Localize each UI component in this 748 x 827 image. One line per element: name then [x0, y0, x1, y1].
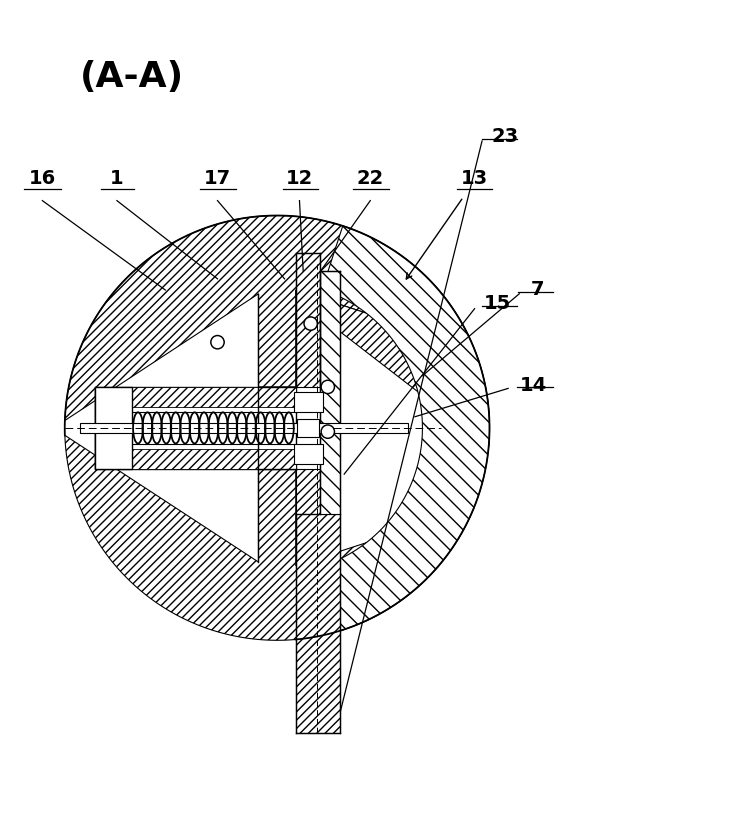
- Polygon shape: [65, 436, 474, 641]
- Text: 14: 14: [519, 375, 547, 394]
- Text: 1: 1: [110, 169, 123, 188]
- Circle shape: [305, 319, 316, 329]
- Circle shape: [212, 337, 223, 348]
- Polygon shape: [295, 253, 320, 387]
- Polygon shape: [132, 449, 295, 470]
- Polygon shape: [294, 445, 323, 464]
- Polygon shape: [295, 470, 340, 734]
- Circle shape: [211, 336, 224, 350]
- Polygon shape: [307, 227, 489, 636]
- Polygon shape: [94, 387, 132, 470]
- Text: 7: 7: [530, 280, 544, 299]
- Text: 15: 15: [484, 294, 512, 313]
- Text: 23: 23: [491, 127, 519, 146]
- Text: 17: 17: [204, 169, 231, 188]
- Circle shape: [322, 427, 333, 437]
- Circle shape: [321, 380, 334, 394]
- Polygon shape: [79, 423, 408, 433]
- Circle shape: [321, 425, 334, 439]
- Text: 16: 16: [28, 169, 56, 188]
- Polygon shape: [94, 387, 295, 470]
- Polygon shape: [65, 216, 474, 421]
- Polygon shape: [320, 272, 340, 514]
- Text: 22: 22: [357, 169, 384, 188]
- Polygon shape: [295, 290, 489, 447]
- Polygon shape: [132, 387, 295, 408]
- Circle shape: [322, 382, 333, 393]
- Text: 13: 13: [461, 169, 488, 188]
- Polygon shape: [294, 393, 323, 412]
- Polygon shape: [297, 419, 319, 437]
- Circle shape: [304, 318, 317, 331]
- Text: (A-A): (A-A): [80, 60, 184, 94]
- Text: 12: 12: [286, 169, 313, 188]
